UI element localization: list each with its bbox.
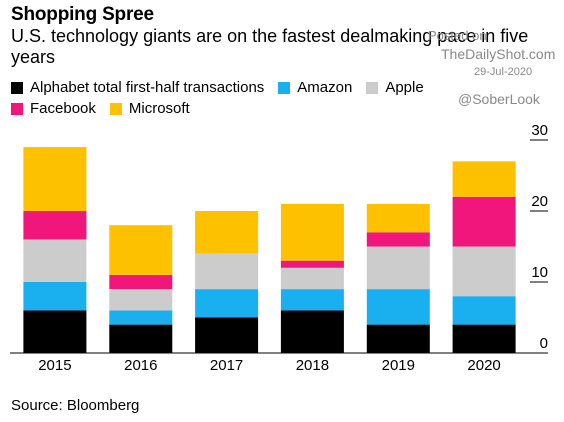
y-tick-label-20: 20	[531, 193, 548, 210]
bar-2016-amazon	[109, 310, 173, 325]
x-tick-label-2018: 2018	[296, 357, 329, 374]
bar-2018-apple	[280, 267, 344, 290]
legend-item-apple: Apple	[366, 77, 424, 98]
bar-2015-facebook	[23, 211, 87, 240]
watermark-posted-on: Posted on	[428, 28, 487, 43]
x-tick-label-2020: 2020	[467, 357, 500, 374]
legend-label-alphabet: Alphabet total first-half transactions	[30, 79, 265, 96]
bar-2018-facebook	[280, 260, 344, 268]
bar-2020-apple	[452, 246, 516, 297]
bar-2020-facebook	[452, 196, 516, 247]
bar-2016-facebook	[109, 274, 173, 290]
bar-2017-apple	[195, 253, 259, 290]
bar-2015-microsoft	[23, 147, 87, 211]
bar-2018-amazon	[280, 289, 344, 311]
chart-subtitle: U.S. technology giants are on the fastes…	[11, 26, 529, 67]
y-tick-label-10: 10	[531, 264, 548, 281]
bar-2015-apple	[23, 239, 87, 282]
bar-2018-alphabet	[280, 310, 344, 353]
bar-2019-apple	[366, 246, 430, 290]
legend-item-facebook: Facebook	[11, 98, 96, 119]
bar-2018-microsoft	[280, 203, 344, 261]
chart-legend: Alphabet total first-half transactions Am…	[11, 77, 481, 119]
bar-2015-alphabet	[23, 310, 87, 353]
y-tick-label-0: 0	[540, 335, 548, 352]
legend-swatch-alphabet	[11, 81, 23, 94]
legend-label-facebook: Facebook	[30, 100, 96, 117]
legend-swatch-apple	[366, 81, 379, 94]
legend-item-amazon: Amazon	[278, 77, 352, 98]
legend-swatch-facebook	[11, 102, 23, 115]
bar-2019-microsoft	[366, 203, 430, 233]
watermark-date: 29-Jul-2020	[474, 66, 533, 78]
watermark-handle: @SoberLook	[458, 91, 540, 107]
bar-2020-alphabet	[452, 324, 516, 353]
y-tick-label-30: 30	[531, 122, 548, 139]
bar-2020-microsoft	[452, 161, 516, 197]
bar-2019-amazon	[366, 289, 430, 325]
bar-2017-alphabet	[195, 317, 259, 353]
bar-2019-alphabet	[366, 324, 430, 353]
chart-title: Shopping Spree	[11, 4, 154, 25]
watermark-site: TheDailyShot.com	[441, 46, 556, 62]
bar-2017-microsoft	[195, 211, 259, 254]
legend-swatch-microsoft	[109, 102, 122, 115]
bar-2016-apple	[109, 289, 173, 311]
legend-swatch-amazon	[278, 81, 291, 94]
legend-item-alphabet: Alphabet total first-half transactions	[11, 77, 264, 98]
x-tick-label-2015: 2015	[38, 357, 71, 374]
bar-2017-amazon	[195, 289, 259, 318]
legend-label-microsoft: Microsoft	[128, 100, 190, 117]
source-note: Source: Bloomberg	[11, 397, 140, 414]
x-tick-label-2017: 2017	[210, 357, 243, 374]
x-tick-label-2016: 2016	[124, 357, 157, 374]
bar-2020-amazon	[452, 296, 516, 325]
legend-item-microsoft: Microsoft	[109, 98, 190, 119]
bar-2019-facebook	[366, 232, 430, 247]
legend-label-apple: Apple	[385, 79, 424, 96]
x-tick-label-2019: 2019	[382, 357, 415, 374]
bar-2016-microsoft	[109, 225, 173, 275]
bar-2015-amazon	[23, 282, 87, 311]
legend-label-amazon: Amazon	[297, 79, 353, 96]
bar-2016-alphabet	[109, 324, 173, 353]
